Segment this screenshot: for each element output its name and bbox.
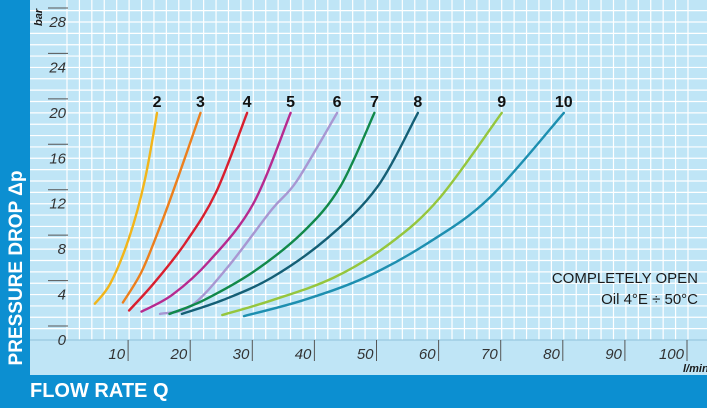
series-label-5: 5 xyxy=(286,94,295,111)
series-label-7: 7 xyxy=(370,94,379,111)
x-tick-label: 70 xyxy=(481,346,498,363)
x-tick-label: 30 xyxy=(233,346,250,363)
x-tick-label: 90 xyxy=(605,346,622,363)
series-label-9: 9 xyxy=(497,94,506,111)
x-tick-label: 60 xyxy=(419,346,436,363)
annotation-completely-open: COMPLETELY OPEN xyxy=(552,270,698,287)
x-unit-label: l/min xyxy=(683,363,707,375)
series-line-3 xyxy=(121,111,202,304)
y-tick-label: 0 xyxy=(58,332,67,349)
y-axis-title: PRESSURE DROP Δp xyxy=(6,171,27,366)
series-line-4 xyxy=(127,111,249,312)
x-tick-label: 50 xyxy=(357,346,374,363)
x-axis-band xyxy=(0,375,707,408)
series-label-3: 3 xyxy=(196,94,205,111)
series-label-4: 4 xyxy=(243,94,252,111)
y-tick-label: 20 xyxy=(48,105,66,122)
x-tick-label: 20 xyxy=(170,346,188,363)
series-label-8: 8 xyxy=(413,94,422,111)
y-tick-label: 8 xyxy=(58,241,67,258)
y-tick-label: 12 xyxy=(49,196,66,213)
x-tick-label: 100 xyxy=(659,346,685,363)
series-line-10 xyxy=(242,111,565,318)
y-tick-label: 24 xyxy=(48,59,66,76)
y-tick-label: 28 xyxy=(48,14,66,31)
series-label-6: 6 xyxy=(333,94,342,111)
y-tick-label: 4 xyxy=(58,287,66,304)
series-label-10: 10 xyxy=(555,94,573,111)
series-line-2 xyxy=(93,111,159,305)
y-unit-label: bar xyxy=(33,8,45,26)
x-axis-title: FLOW RATE Q xyxy=(30,380,169,402)
series-label-2: 2 xyxy=(153,94,162,111)
y-tick-label: 16 xyxy=(49,150,66,167)
y-axis-band xyxy=(0,0,30,408)
annotation-oil-condition: Oil 4°E ÷ 50°C xyxy=(601,291,698,308)
x-tick-label: 10 xyxy=(108,346,125,363)
series-labels: 2 3 4 5 6 7 8 9 10 xyxy=(153,94,573,111)
series-line-7 xyxy=(168,111,376,316)
x-tick-label: 80 xyxy=(543,346,560,363)
series-lines xyxy=(93,111,565,318)
x-tick-label: 40 xyxy=(295,346,312,363)
series-line-9 xyxy=(221,111,503,317)
series-line-5 xyxy=(140,111,292,313)
grid xyxy=(30,0,707,341)
series-line-8 xyxy=(180,111,420,316)
